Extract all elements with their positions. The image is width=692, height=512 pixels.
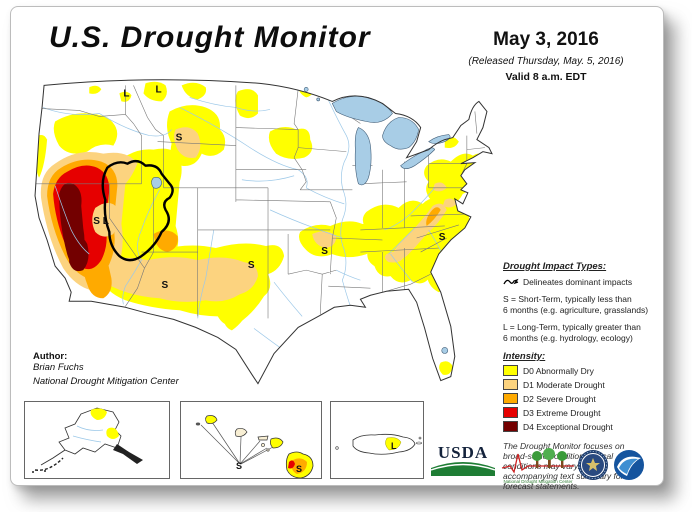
culebra [418, 436, 422, 440]
usda-swoosh-icon [430, 462, 496, 476]
map-date: May 3, 2016 [493, 29, 599, 50]
intensity-level-d4: D4 Exceptional Drought [503, 421, 665, 432]
swatch-d3 [503, 407, 518, 418]
intensity-level-d0: D0 Abnormally Dry [503, 365, 665, 376]
alaska-outline [58, 407, 122, 455]
map-label-l: L [123, 88, 129, 99]
intensity-level-d2: D2 Severe Drought [503, 393, 665, 404]
maui [269, 437, 284, 449]
delineates-label: Delineates dominant impacts [523, 277, 633, 287]
puerto-rico-label: L [391, 441, 397, 451]
long-term-line2: 6 months (e.g. hydrology, ecology) [503, 332, 633, 343]
aleutian-islands [34, 457, 64, 471]
swatch-d1 [503, 379, 518, 390]
author-org: National Drought Mitigation Center [33, 376, 179, 387]
alaska-inset [24, 401, 170, 479]
puerto-rico-outline [352, 433, 416, 455]
intensity-label-d2: D2 Severe Drought [523, 393, 596, 404]
d4-regions [59, 182, 89, 272]
niihau [195, 422, 201, 426]
puerto-rico-inset: L [330, 401, 424, 479]
hawaii-hub-label: S [236, 461, 242, 471]
big-island-d3 [288, 460, 295, 469]
short-term-line2: 6 months (e.g. agriculture, grasslands) [503, 304, 649, 315]
kauai [205, 415, 218, 424]
map-label-s: S [162, 280, 169, 291]
alaska-peninsula [40, 449, 66, 466]
alaska-d0-north [90, 408, 107, 420]
long-term-note: L = Long-Term, typically greater than 6 … [503, 322, 665, 343]
impact-type-labels: L L S S L S S S S [93, 84, 445, 291]
intensity-label-d0: D0 Abnormally Dry [523, 365, 594, 376]
map-label-s: S [321, 246, 328, 257]
rivers [42, 95, 448, 351]
conus-outline [34, 79, 493, 385]
conus-drought-map: L L S S L S S S S [34, 79, 493, 385]
ndmc-caption: National Drought Mitigation Center [503, 479, 573, 484]
usda-logo-text: USDA [437, 443, 489, 462]
alaska-d0-east [106, 427, 119, 439]
hawaii-inset: S S [180, 401, 322, 479]
intensity-legend: D0 Abnormally Dry D1 Moderate Drought D2 S… [503, 365, 665, 432]
swatch-d4 [503, 421, 518, 432]
oahu [234, 428, 248, 437]
intensity-label-d1: D1 Moderate Drought [523, 379, 605, 390]
big-island-d2 [291, 458, 307, 474]
great-lakes [151, 87, 451, 354]
page-title: U.S. Drought Monitor [49, 21, 371, 54]
puerto-rico-d0 [385, 437, 402, 451]
ndmc-logo: National Drought Mitigation Center [500, 448, 576, 484]
author-label: Author: [33, 351, 68, 362]
swatch-d0 [503, 365, 518, 376]
short-term-note: S = Short-Term, typically less than 6 mo… [503, 294, 665, 315]
map-label-l: L [156, 84, 162, 95]
impact-boundary-great-basin [101, 159, 174, 262]
mona-island [335, 446, 339, 450]
big-island-label: S [296, 464, 302, 474]
impact-types-title: Drought Impact Types: [503, 261, 607, 272]
intensity-label-d4: D4 Exceptional Drought [523, 421, 613, 432]
swatch-d2 [503, 393, 518, 404]
author-block: Author: Brian Fuchs National Drought Mit… [33, 351, 179, 387]
release-date: (Released Thursday, May. 5, 2016) [468, 56, 624, 67]
molokai [257, 435, 269, 441]
hawaii-pointer-lines [200, 421, 274, 465]
noaa-logo-icon [614, 450, 644, 480]
commerce-seal-icon [578, 450, 608, 480]
drought-monitor-sheet: U.S. Drought Monitor May 3, 2016 (Releas… [10, 6, 665, 491]
alaska-panhandle [113, 444, 143, 464]
map-label-s: S [176, 133, 183, 144]
intensity-level-d1: D1 Moderate Drought [503, 379, 665, 390]
usda-logo: USDA [430, 443, 496, 481]
alaska-rivers [72, 425, 104, 443]
short-term-line1: S = Short-Term, typically less than [503, 294, 632, 304]
long-term-line1: L = Long-Term, typically greater than [503, 322, 641, 332]
intensity-title: Intensity: [503, 351, 546, 362]
delineation-squiggle-icon [503, 278, 519, 285]
kahoolawe [266, 448, 270, 452]
vieques [416, 441, 422, 445]
ndmc-trees-icon [501, 448, 574, 474]
map-label-sl: S L [93, 216, 109, 227]
map-label-s: S [248, 260, 255, 271]
valid-time: Valid 8 a.m. EDT [505, 71, 587, 83]
intensity-level-d3: D3 Extreme Drought [503, 407, 665, 418]
lanai [261, 443, 265, 447]
map-label-s: S [439, 232, 446, 243]
author-name: Brian Fuchs [33, 362, 84, 373]
intensity-label-d3: D3 Extreme Drought [523, 407, 601, 418]
date-block: May 3, 2016 (Released Thursday, May. 5, … [439, 29, 653, 83]
